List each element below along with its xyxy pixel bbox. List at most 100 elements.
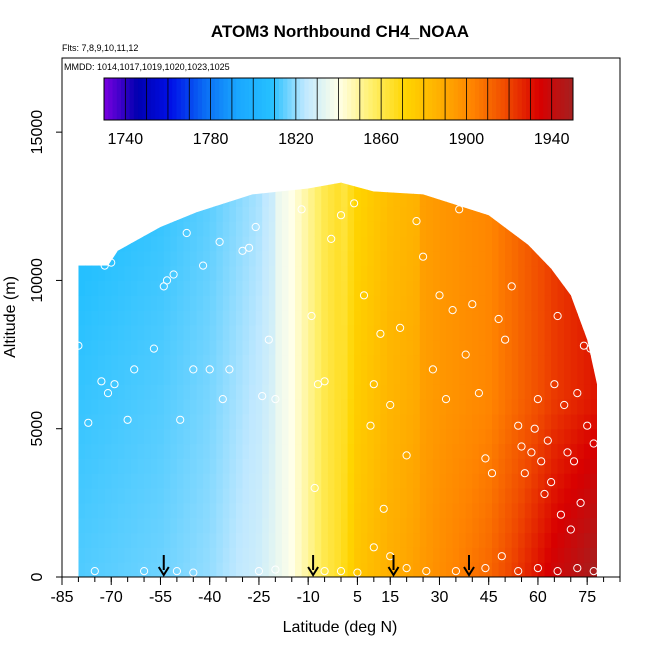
heatmap-cell (406, 399, 414, 415)
heatmap-cell (236, 280, 244, 296)
heatmap-cell (255, 280, 263, 296)
heatmap-cell (564, 443, 572, 459)
colorbar-segment (240, 78, 246, 120)
heatmap-cell (144, 384, 152, 400)
heatmap-cell (557, 280, 565, 296)
colorbar-tick-label: 1780 (193, 131, 229, 148)
heatmap-cell (321, 428, 329, 445)
heatmap-cell (570, 354, 578, 370)
heatmap-cell (242, 488, 250, 504)
heatmap-cell (518, 532, 526, 548)
heatmap-cell (314, 502, 322, 519)
chart-subtitle-dates: MMDD: 1014,1017,1019,1020,1023,1025 (64, 62, 230, 72)
heatmap-cell (176, 547, 185, 563)
colorbar-segment (125, 78, 131, 120)
heatmap-cell (242, 369, 250, 385)
heatmap-cell (577, 443, 585, 459)
heatmap-cell (570, 517, 578, 534)
heatmap-cell (400, 295, 408, 311)
heatmap-cell (209, 384, 217, 400)
heatmap-cell (426, 413, 434, 430)
heatmap-cell (564, 488, 572, 504)
heatmap-cell (406, 250, 414, 267)
heatmap-cell (183, 354, 191, 370)
heatmap-cell (281, 458, 290, 474)
heatmap-cell (367, 221, 375, 237)
colorbar-segment (457, 78, 463, 120)
heatmap-cell (124, 428, 132, 445)
heatmap-cell (557, 547, 565, 563)
heatmap-cell (144, 354, 152, 370)
heatmap-cell (308, 280, 316, 296)
heatmap-cell (426, 399, 434, 415)
heatmap-cell (347, 191, 355, 207)
heatmap-cell (308, 547, 316, 563)
heatmap-cell (511, 517, 519, 534)
heatmap-cell (91, 369, 99, 385)
heatmap-cell (111, 473, 119, 489)
heatmap-cell (537, 324, 546, 341)
heatmap-cell (498, 369, 506, 385)
heatmap-cell (295, 354, 303, 370)
heatmap-cell (347, 428, 355, 445)
observation-point (182, 228, 191, 238)
heatmap-cell (183, 265, 191, 281)
heatmap-cell (157, 473, 165, 489)
observation-point (550, 380, 559, 389)
heatmap-cell (393, 384, 401, 400)
observation-point (576, 498, 585, 507)
colorbar-segment (555, 78, 561, 120)
heatmap-cell (281, 399, 290, 415)
heatmap-cell (163, 502, 171, 519)
heatmap-cell (236, 532, 244, 548)
colorbar-segment (474, 78, 480, 120)
y-axis-label: Altitude (m) (2, 276, 19, 358)
observation-point (336, 567, 346, 576)
heatmap-cell (360, 221, 368, 237)
heatmap-cell (255, 428, 263, 445)
heatmap-cell (524, 399, 532, 415)
colorbar-segment (146, 78, 152, 120)
heatmap-cell (78, 517, 86, 534)
heatmap-cell (157, 369, 165, 385)
colorbar-segment (491, 78, 497, 120)
heatmap-cell (347, 399, 355, 415)
observation-point (103, 389, 113, 398)
heatmap-cell (347, 488, 355, 504)
heatmap-cell (190, 280, 198, 296)
heatmap-cell (255, 517, 263, 534)
heatmap-cell (255, 547, 263, 563)
colorbar-segment (287, 78, 293, 120)
heatmap-cell (432, 206, 441, 222)
observation-point (589, 567, 598, 576)
heatmap-cell (511, 473, 519, 489)
heatmap-cell (130, 473, 139, 489)
heatmap-cell (275, 517, 283, 534)
heatmap-cell (301, 191, 309, 207)
heatmap-cell (124, 324, 132, 341)
heatmap-cell (137, 399, 145, 415)
heatmap-cell (393, 295, 401, 311)
heatmap-cell (236, 235, 244, 252)
heatmap-cell (334, 339, 342, 356)
heatmap-cell (406, 384, 414, 400)
heatmap-cell (380, 354, 388, 370)
heatmap-cell (85, 443, 93, 459)
heatmap-cell (262, 384, 270, 400)
heatmap-cell (327, 339, 336, 356)
heatmap-cell (360, 324, 368, 341)
heatmap-cell (380, 488, 388, 504)
heatmap-cell (583, 517, 592, 534)
heatmap-cell (130, 324, 139, 341)
heatmap-cell (314, 488, 322, 504)
heatmap-cell (137, 354, 145, 370)
heatmap-cell (478, 443, 487, 459)
heatmap-cell (111, 324, 119, 341)
heatmap-cell (334, 221, 342, 237)
observation-point (162, 276, 172, 285)
colorbar-segment (231, 78, 237, 120)
heatmap-cell (478, 473, 487, 489)
heatmap-cell (557, 458, 565, 474)
heatmap-cell (413, 250, 421, 267)
heatmap-cell (564, 339, 572, 356)
